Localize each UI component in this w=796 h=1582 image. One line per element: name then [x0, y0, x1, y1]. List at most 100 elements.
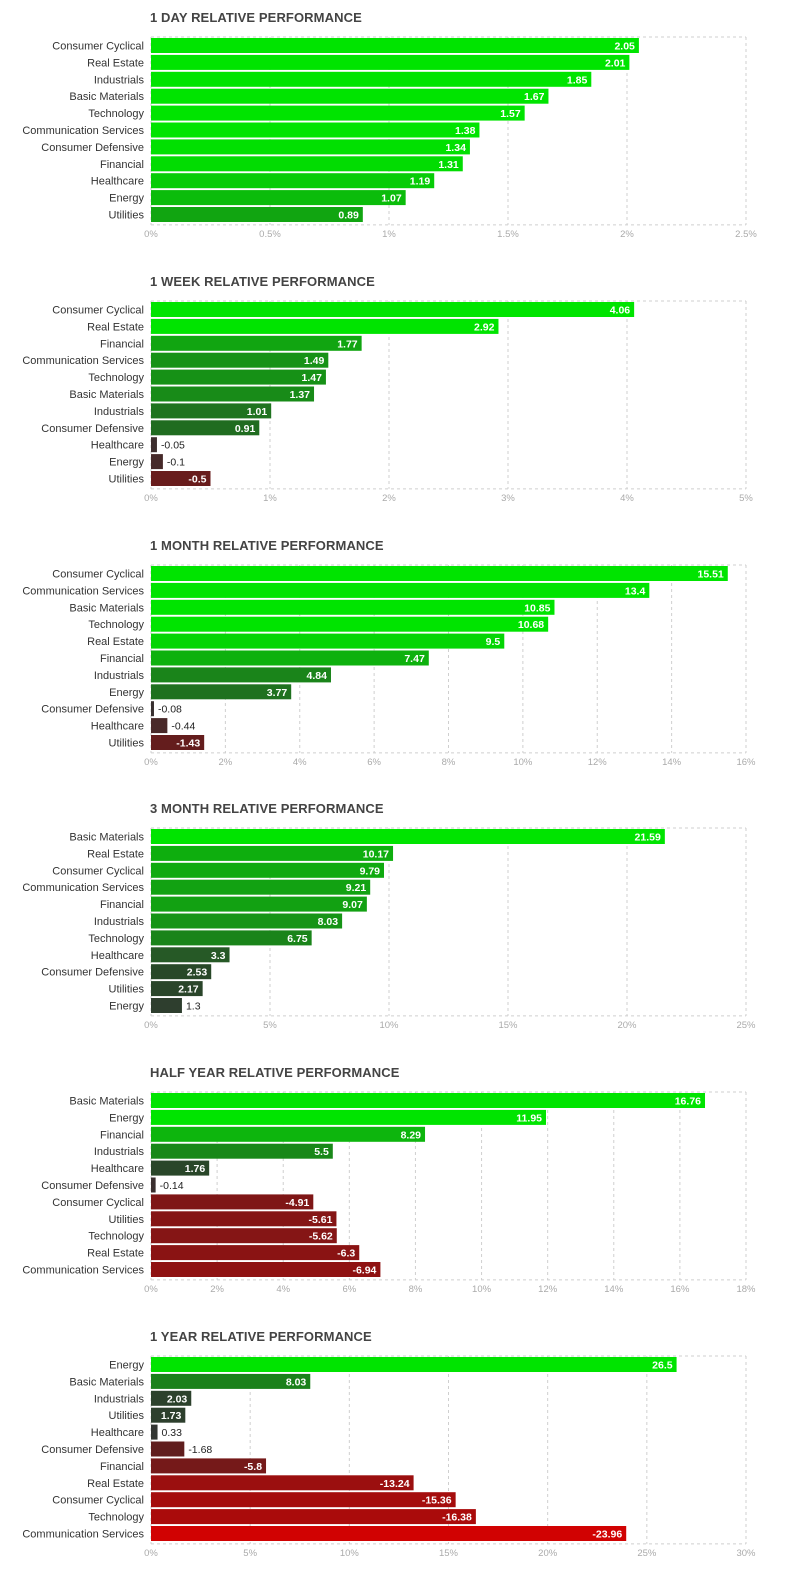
category-label: Communication Services — [22, 125, 144, 137]
category-label: Financial — [100, 1461, 144, 1473]
bar — [151, 633, 505, 649]
category-label: Utilities — [109, 1410, 145, 1422]
x-tick-label: 0% — [144, 493, 158, 504]
category-label: Energy — [109, 687, 144, 699]
bar-chart-svg: 0% 1% 2% 3% 4% 5% Consumer Cyclical 4.06 Real Es… — [22, 300, 753, 504]
bar — [151, 1407, 186, 1423]
bar-value-label: 1.76 — [185, 1163, 206, 1175]
chart-2: 1 WEEK RELATIVE PERFORMANCE 0% 1% 2% 3% 4% 5% C… — [0, 274, 796, 524]
bar-value-label: 11.95 — [516, 1112, 542, 1124]
bar — [151, 981, 203, 997]
category-label: Healthcare — [91, 721, 144, 733]
bar-value-label: 2.01 — [605, 57, 626, 69]
x-tick-label: 0% — [144, 229, 158, 240]
chart-title: 1 DAY RELATIVE PERFORMANCE — [150, 10, 362, 25]
bar-value-label: -5.62 — [309, 1231, 333, 1243]
category-label: Financial — [100, 159, 144, 171]
bar — [151, 667, 331, 683]
bar-value-label: 1.67 — [524, 91, 545, 103]
category-label: Consumer Defensive — [41, 423, 144, 435]
category-label: Industrials — [94, 1146, 145, 1158]
category-label: Healthcare — [91, 176, 144, 188]
bar-value-label: 10.85 — [524, 602, 550, 614]
bar-value-label: -0.05 — [161, 440, 185, 452]
x-tick-label: 3% — [501, 493, 515, 504]
bar-value-label: 8.29 — [401, 1129, 422, 1141]
x-tick-label: 12% — [538, 1284, 558, 1295]
bar — [151, 122, 480, 138]
bar-value-label: 16.76 — [675, 1096, 701, 1108]
bar — [151, 1109, 547, 1125]
bar — [151, 599, 555, 615]
bar — [151, 386, 315, 402]
bar-value-label: 4.84 — [307, 670, 328, 682]
bar — [151, 913, 343, 929]
bar-value-label: -0.1 — [167, 457, 185, 469]
category-label: Real Estate — [87, 1248, 144, 1260]
bar-value-label: 0.33 — [162, 1427, 183, 1439]
category-label: Consumer Cyclical — [52, 305, 144, 317]
bar-value-label: 9.07 — [342, 899, 363, 911]
bar-value-label: 2.17 — [178, 984, 199, 996]
bar — [151, 1143, 333, 1159]
bar — [151, 71, 592, 87]
bar — [151, 845, 394, 861]
x-tick-label: 2% — [219, 757, 233, 768]
bar — [151, 88, 549, 104]
category-label: Industrials — [94, 74, 145, 86]
x-tick-label: 2.5% — [735, 229, 757, 240]
x-tick-label: 10% — [379, 1020, 399, 1031]
category-label: Basic Materials — [69, 91, 144, 103]
bar — [151, 38, 639, 53]
bar — [151, 302, 635, 317]
bar-value-label: 15.51 — [697, 569, 723, 581]
bar-chart-svg: 0% 0.5% 1% 1.5% 2% 2.5% Consumer Cyclical 2.05 R… — [22, 36, 757, 240]
x-tick-label: 2% — [210, 1284, 224, 1295]
bar-value-label: 1.31 — [438, 159, 459, 171]
category-label: Energy — [109, 1360, 144, 1372]
category-label: Consumer Defensive — [41, 704, 144, 716]
category-label: Consumer Cyclical — [52, 865, 144, 877]
category-label: Real Estate — [87, 848, 144, 860]
bar — [151, 190, 406, 206]
category-label: Industrials — [94, 1393, 145, 1405]
bar — [151, 582, 650, 598]
category-label: Consumer Defensive — [41, 1180, 144, 1192]
bar-value-label: -1.68 — [188, 1444, 212, 1456]
bar — [151, 1211, 337, 1227]
bar-value-label: 0.91 — [235, 423, 256, 435]
category-label: Energy — [109, 1001, 144, 1013]
bar-value-label: 2.92 — [474, 321, 495, 333]
x-tick-label: 2% — [382, 493, 396, 504]
bar — [151, 1357, 677, 1372]
bar — [151, 1126, 426, 1142]
x-tick-label: 6% — [367, 757, 381, 768]
bar-value-label: 1.38 — [455, 125, 476, 137]
bar-chart-svg: 0% 2% 4% 6% 8% 10% 12% 14% 16% Consumer Cyclical 1… — [22, 564, 756, 768]
bar-value-label: -0.14 — [160, 1180, 184, 1192]
bar-value-label: 4.06 — [610, 305, 631, 317]
category-label: Healthcare — [91, 1427, 144, 1439]
x-tick-label: 5% — [263, 1020, 277, 1031]
bar-value-label: 8.03 — [318, 916, 339, 928]
category-label: Utilities — [109, 210, 145, 222]
bar — [151, 471, 211, 486]
chart-title: HALF YEAR RELATIVE PERFORMANCE — [150, 1065, 400, 1080]
x-tick-label: 1.5% — [497, 229, 519, 240]
x-tick-label: 18% — [736, 1284, 756, 1295]
chart-1: 1 DAY RELATIVE PERFORMANCE 0% 0.5% 1% 1.5% 2%… — [0, 10, 796, 260]
category-label: Basic Materials — [69, 389, 144, 401]
x-tick-label: 12% — [588, 757, 608, 768]
bar — [151, 616, 549, 632]
category-label: Consumer Defensive — [41, 967, 144, 979]
category-label: Communication Services — [22, 585, 144, 597]
bar — [151, 896, 367, 912]
bar — [151, 403, 272, 419]
category-label: Real Estate — [87, 636, 144, 648]
x-tick-label: 4% — [620, 493, 634, 504]
bar — [151, 862, 385, 878]
x-tick-label: 5% — [243, 1548, 257, 1559]
category-label: Technology — [88, 108, 144, 120]
category-label: Industrials — [94, 406, 145, 418]
bar-value-label: 3.77 — [267, 687, 288, 699]
